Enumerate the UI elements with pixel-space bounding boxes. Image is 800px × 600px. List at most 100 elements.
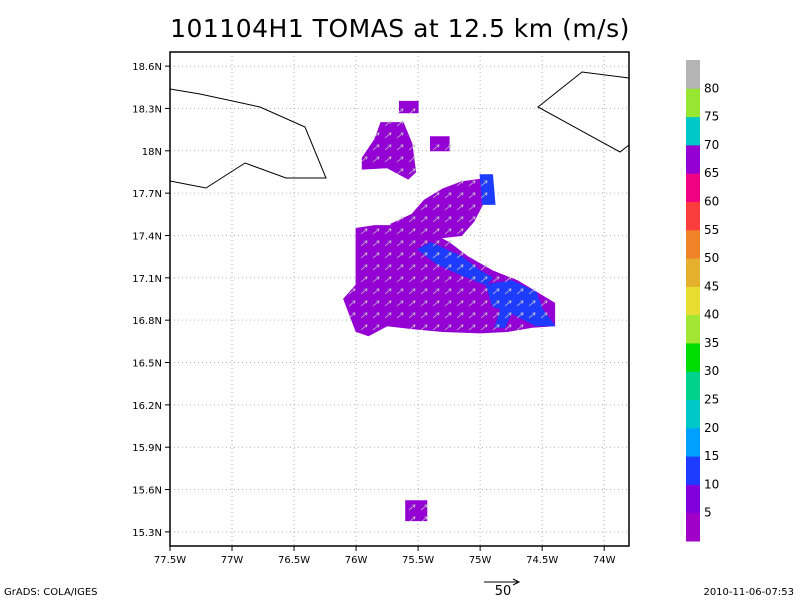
wind-vector-head — [364, 264, 368, 268]
wind-vector — [480, 180, 488, 187]
wind-vector — [348, 300, 356, 307]
wind-vector — [468, 180, 476, 187]
colorbar-label: 40 — [704, 308, 719, 322]
y-tick-label: 15.9N — [132, 443, 162, 454]
wind-vector-head — [544, 300, 548, 304]
wind-vector-head — [412, 504, 416, 508]
wind-vector-head — [424, 312, 428, 316]
x-tick-label: 75.5W — [402, 555, 434, 566]
wind-vector-head — [412, 216, 416, 220]
x-tick-label: 74.5W — [526, 555, 558, 566]
wind-region-small-patch — [430, 136, 450, 152]
wind-vector — [408, 288, 416, 295]
wind-vector-head — [364, 324, 368, 328]
wind-vector — [420, 504, 428, 511]
wind-vector-head — [472, 276, 476, 280]
wind-vector — [348, 288, 356, 295]
wind-vector — [396, 312, 404, 319]
colorbar-swatch — [686, 314, 700, 344]
wind-vector-head — [424, 240, 428, 244]
wind-vector-head — [400, 312, 404, 316]
wind-vector — [444, 252, 452, 259]
wind-vector — [444, 312, 452, 319]
wind-vector-head — [424, 516, 428, 520]
wind-vector — [408, 264, 416, 271]
wind-vector-head — [460, 288, 464, 292]
wind-vector — [516, 288, 524, 295]
wind-vector-head — [364, 288, 368, 292]
wind-vector-head — [364, 300, 368, 304]
wind-vector-head — [484, 300, 488, 304]
wind-vector-head — [412, 300, 416, 304]
wind-vector-head — [532, 312, 536, 316]
wind-vector-head — [424, 252, 428, 256]
wind-vector-head — [448, 276, 452, 280]
wind-vector — [432, 228, 440, 235]
wind-vector — [528, 288, 536, 295]
wind-vector — [420, 204, 428, 211]
colorbar-label: 70 — [704, 138, 719, 152]
wind-vector — [396, 240, 404, 247]
wind-vector — [504, 324, 512, 331]
wind-vector — [360, 276, 368, 283]
colorbar-swatch — [686, 512, 700, 542]
chart-title: 101104H1 TOMAS at 12.5 km (m/s) — [170, 14, 630, 43]
wind-vector — [480, 324, 488, 331]
wind-vector — [432, 216, 440, 223]
colorbar-swatch — [686, 258, 700, 287]
wind-vector-head — [484, 288, 488, 292]
y-tick-label: 18N — [142, 147, 162, 158]
wind-vector — [480, 192, 488, 199]
wind-vector — [372, 264, 380, 271]
coastline-haiti — [537, 71, 629, 153]
wind-vector-head — [412, 240, 416, 244]
wind-vector — [396, 216, 404, 223]
wind-vector-head — [400, 132, 404, 136]
wind-vector — [492, 324, 500, 331]
colorbar-label: 15 — [704, 449, 719, 463]
colorbar-swatch — [686, 399, 700, 429]
wind-vector — [396, 156, 404, 163]
wind-vector-head — [388, 264, 392, 268]
wind-vector-head — [388, 300, 392, 304]
wind-vector-head — [400, 228, 404, 232]
wind-vector — [444, 288, 452, 295]
wind-vector-head — [400, 276, 404, 280]
wind-vector-head — [376, 228, 380, 232]
wind-vector-head — [412, 264, 416, 268]
wind-vector — [384, 252, 392, 259]
wind-vector — [468, 288, 476, 295]
wind-vector-head — [484, 324, 488, 328]
wind-vector — [408, 144, 416, 151]
wind-vector-head — [496, 276, 500, 280]
wind-vector — [360, 252, 368, 259]
wind-vector-head — [472, 180, 476, 184]
wind-vector-head — [436, 228, 440, 232]
wind-vector-head — [436, 144, 440, 148]
wind-vector-head — [460, 204, 464, 208]
wind-vector — [408, 312, 416, 319]
wind-vector-head — [448, 192, 452, 196]
wind-vector-head — [496, 312, 500, 316]
wind-vector-head — [460, 192, 464, 196]
wind-vector — [408, 108, 416, 115]
wind-vector-head — [400, 168, 404, 172]
wind-vector-head — [460, 324, 464, 328]
wind-vector — [420, 516, 428, 523]
wind-vector-head — [460, 276, 464, 280]
wind-vector — [408, 228, 416, 235]
wind-vector — [444, 300, 452, 307]
y-tick-label: 17.4N — [132, 231, 162, 242]
wind-vector-head — [472, 288, 476, 292]
colorbar-label: 55 — [704, 223, 719, 237]
colorbar-swatch — [686, 342, 700, 372]
wind-vector — [444, 144, 452, 151]
wind-vector — [384, 228, 392, 235]
wind-vector-head — [412, 312, 416, 316]
wind-vector-head — [436, 240, 440, 244]
wind-vector — [432, 300, 440, 307]
y-tick-label: 18.6N — [132, 62, 162, 73]
wind-vector — [384, 156, 392, 163]
wind-vector-head — [376, 264, 380, 268]
wind-vector — [384, 276, 392, 283]
